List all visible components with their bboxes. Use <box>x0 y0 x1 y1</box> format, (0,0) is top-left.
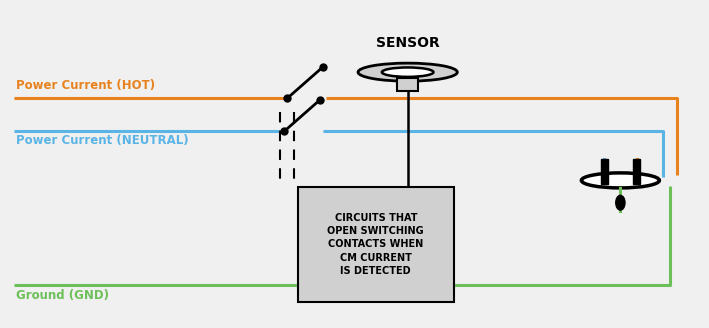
Text: CIRCUITS THAT
OPEN SWITCHING
CONTACTS WHEN
CM CURRENT
IS DETECTED: CIRCUITS THAT OPEN SWITCHING CONTACTS WH… <box>328 213 424 276</box>
Ellipse shape <box>358 63 457 81</box>
Text: Power Current (HOT): Power Current (HOT) <box>16 79 155 92</box>
Text: Ground (GND): Ground (GND) <box>16 289 108 302</box>
Ellipse shape <box>382 68 433 77</box>
Bar <box>601 159 608 184</box>
Bar <box>298 187 454 302</box>
Ellipse shape <box>581 173 659 188</box>
Bar <box>397 78 418 91</box>
Ellipse shape <box>615 195 625 210</box>
Bar <box>633 159 640 184</box>
Text: SENSOR: SENSOR <box>376 36 440 50</box>
Text: Power Current (NEUTRAL): Power Current (NEUTRAL) <box>16 134 188 148</box>
